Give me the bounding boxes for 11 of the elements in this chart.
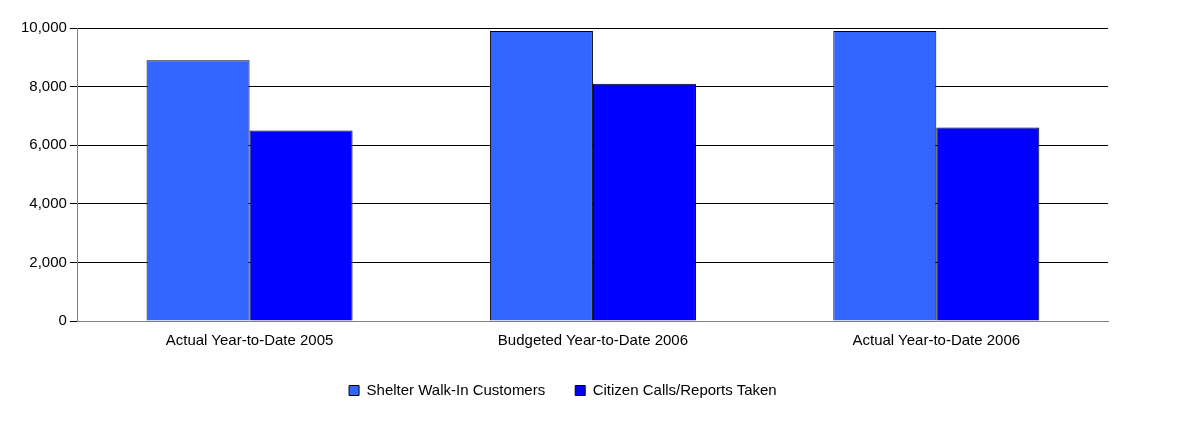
y-tick-label: 6,000: [29, 135, 67, 153]
x-tick-label: Actual Year-to-Date 2005: [165, 331, 334, 349]
x-tick-label: Budgeted Year-to-Date 2006: [497, 331, 689, 349]
y-tick-label: 0: [58, 311, 67, 329]
x-tick-label: Actual Year-to-Date 2006: [852, 331, 1021, 349]
y-tick-label: 10,000: [20, 18, 67, 36]
y-tick-label: 2,000: [29, 252, 67, 270]
legend-label: Citizen Calls/Reports Taken: [592, 380, 777, 398]
y-tick-label: 4,000: [29, 193, 67, 211]
legend-label: Shelter Walk-In Customers: [366, 380, 546, 398]
y-tick-label: 8,000: [29, 76, 67, 94]
